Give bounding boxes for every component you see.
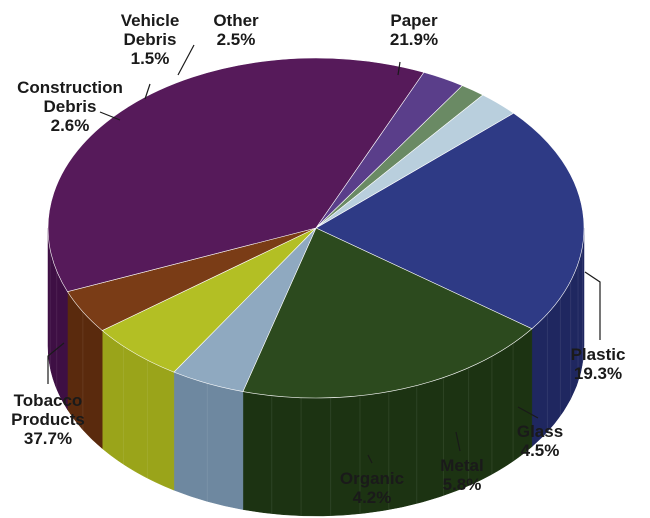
slice-label-construction-debris: Construction Debris 2.6% bbox=[17, 78, 123, 135]
slice-name-label: Products bbox=[11, 410, 85, 429]
slice-name-label: Other bbox=[213, 11, 259, 30]
leader-line bbox=[517, 406, 539, 419]
slice-name-label: Organic bbox=[340, 469, 404, 488]
leader-line bbox=[177, 44, 195, 76]
slice-name-label: Tobacco bbox=[14, 391, 83, 410]
pie-slice-paper bbox=[315, 112, 585, 330]
pie-labels-group: Paper 21.9% Plastic 19.3% Glass 4.5% Metal 5.8%… bbox=[11, 11, 625, 507]
slice-label-plastic: Plastic 19.3% bbox=[571, 345, 626, 383]
pie-side-group bbox=[47, 227, 585, 517]
slice-name-label: Construction bbox=[17, 78, 123, 97]
slice-label-tobacco-products: Tobacco Products 37.7% bbox=[11, 391, 85, 448]
leader-line bbox=[367, 454, 373, 464]
pie-slice-tobacco-products bbox=[47, 57, 425, 292]
pie-side-glass bbox=[173, 371, 244, 510]
leader-line bbox=[584, 271, 601, 340]
slice-value-label: 4.5% bbox=[521, 441, 560, 460]
slice-value-label: 2.5% bbox=[217, 30, 256, 49]
slice-name-label: Vehicle bbox=[121, 11, 180, 30]
leader-line bbox=[455, 431, 461, 452]
slice-value-label: 2.6% bbox=[51, 116, 90, 135]
slice-value-label: 37.7% bbox=[24, 429, 72, 448]
slice-value-label: 4.2% bbox=[353, 488, 392, 507]
pie-top-group bbox=[47, 57, 585, 399]
slice-value-label: 19.3% bbox=[574, 364, 622, 383]
slice-name-label: Debris bbox=[124, 30, 177, 49]
slice-value-label: 5.8% bbox=[443, 475, 482, 494]
slice-value-label: 21.9% bbox=[390, 30, 438, 49]
slice-label-paper: Paper 21.9% bbox=[390, 11, 438, 49]
pie-slice-other bbox=[315, 94, 515, 229]
slice-label-metal: Metal 5.8% bbox=[440, 456, 483, 494]
slice-name-label: Metal bbox=[440, 456, 483, 475]
leader-line bbox=[144, 83, 151, 100]
leader-line bbox=[397, 61, 401, 76]
slice-name-label: Debris bbox=[44, 97, 97, 116]
slice-name-label: Plastic bbox=[571, 345, 626, 364]
slice-name-label: Glass bbox=[517, 422, 563, 441]
slice-label-other: Other 2.5% bbox=[213, 11, 259, 49]
leader-line bbox=[99, 111, 121, 121]
slice-value-label: 1.5% bbox=[131, 49, 170, 68]
slice-name-label: Paper bbox=[390, 11, 438, 30]
slice-label-vehicle-debris: Vehicle Debris 1.5% bbox=[121, 11, 180, 68]
pie-slice-plastic bbox=[242, 227, 533, 399]
leader-line bbox=[47, 342, 65, 384]
slice-label-organic: Organic 4.2% bbox=[340, 469, 404, 507]
slice-label-glass: Glass 4.5% bbox=[517, 422, 563, 460]
